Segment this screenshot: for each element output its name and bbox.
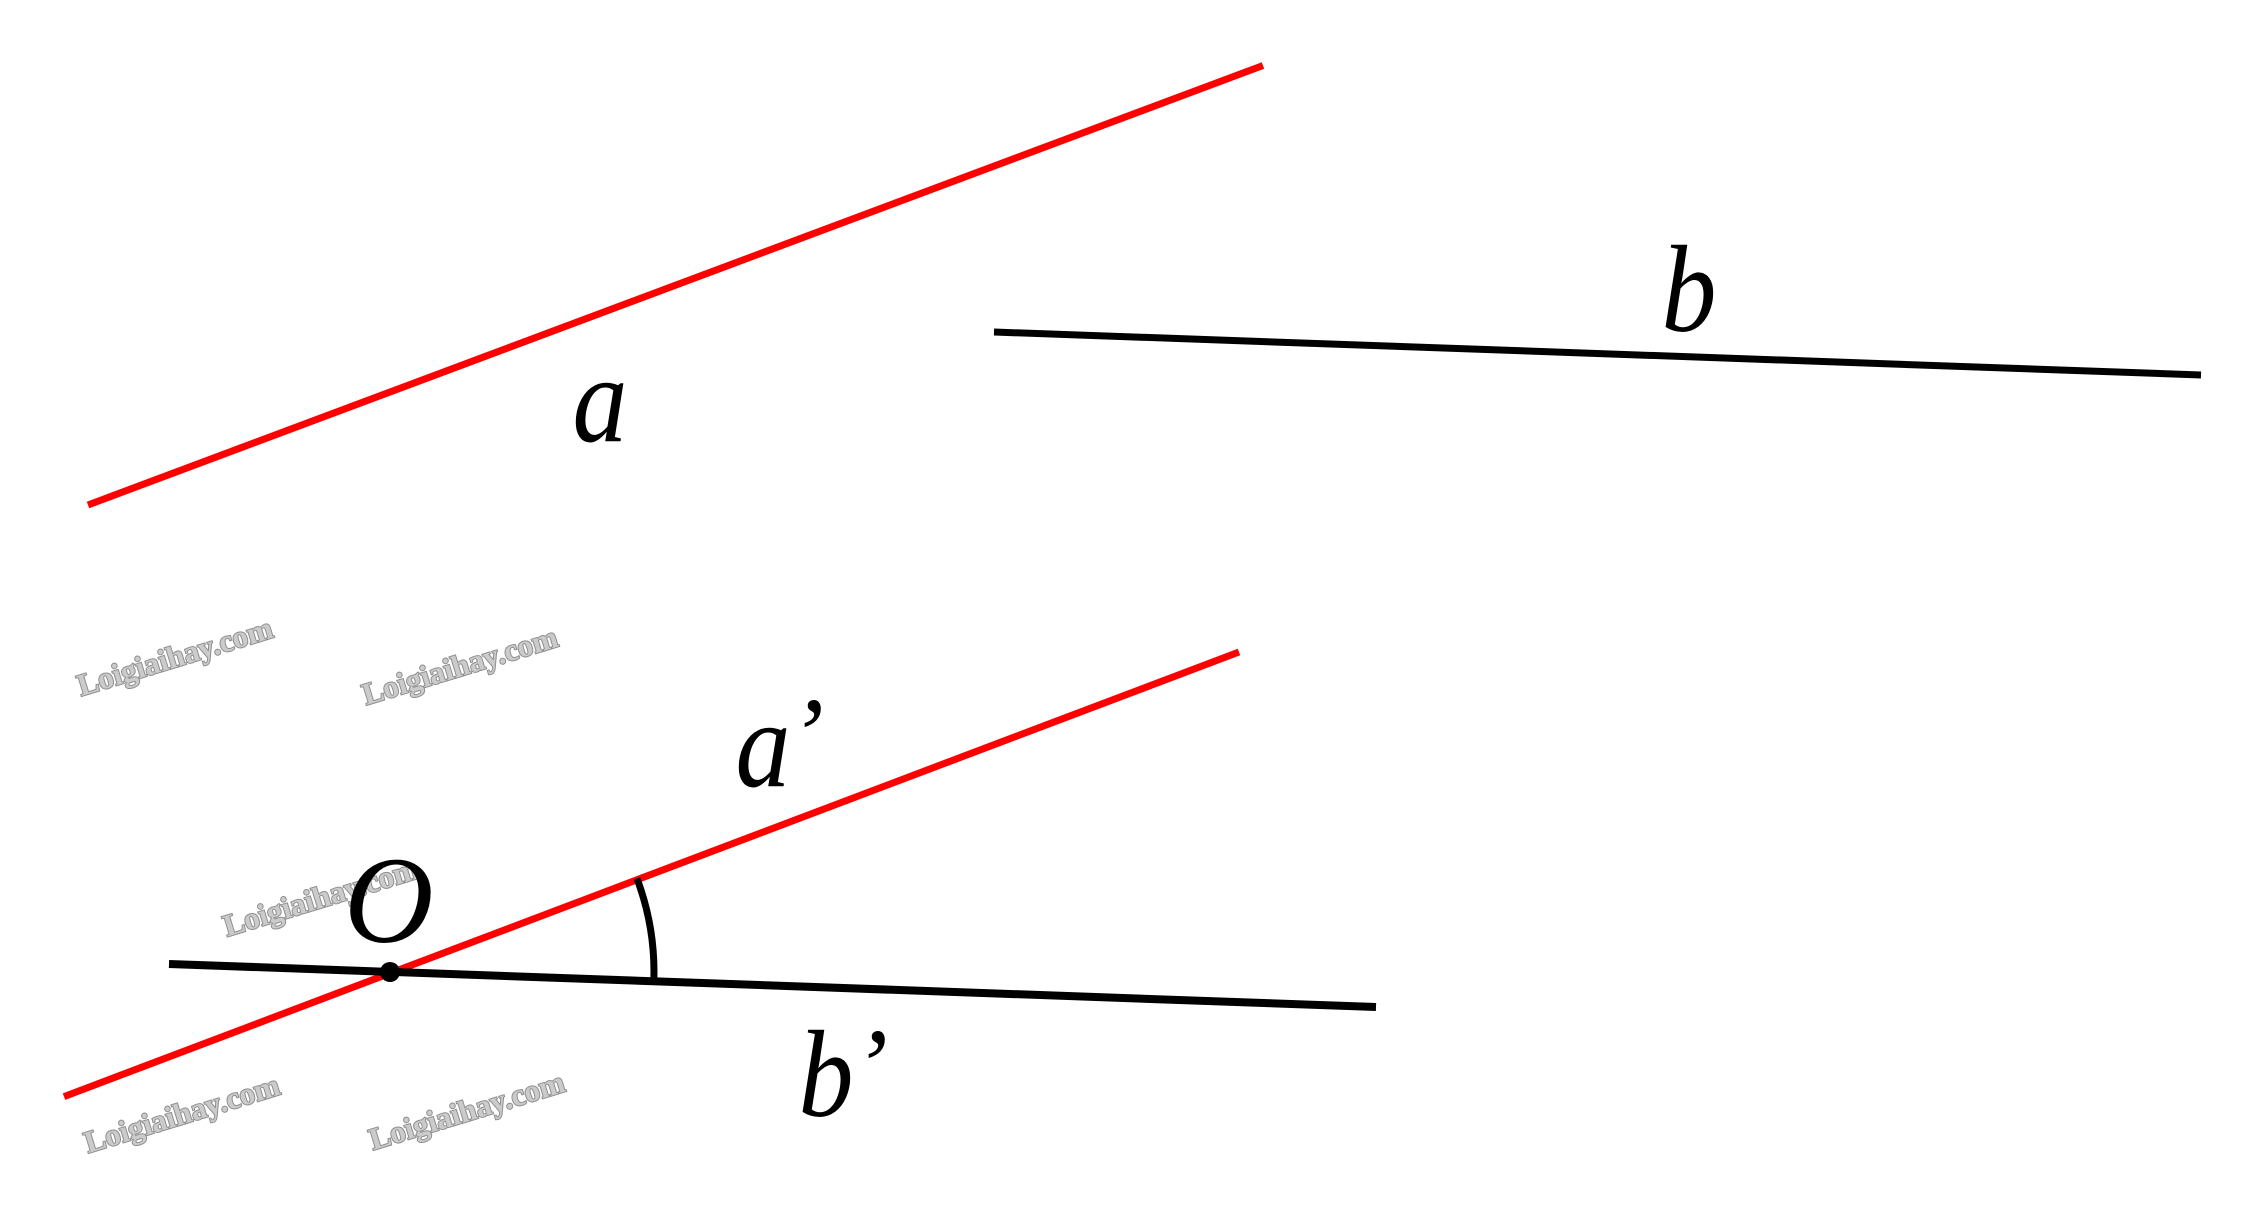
svg-text:’: ’	[853, 1007, 888, 1124]
svg-text:a: a	[573, 331, 628, 468]
svg-text:a: a	[736, 676, 791, 813]
svg-text:b: b	[799, 1006, 854, 1143]
svg-text:O: O	[344, 832, 434, 969]
svg-text:b: b	[1662, 221, 1717, 358]
svg-text:’: ’	[789, 676, 824, 793]
